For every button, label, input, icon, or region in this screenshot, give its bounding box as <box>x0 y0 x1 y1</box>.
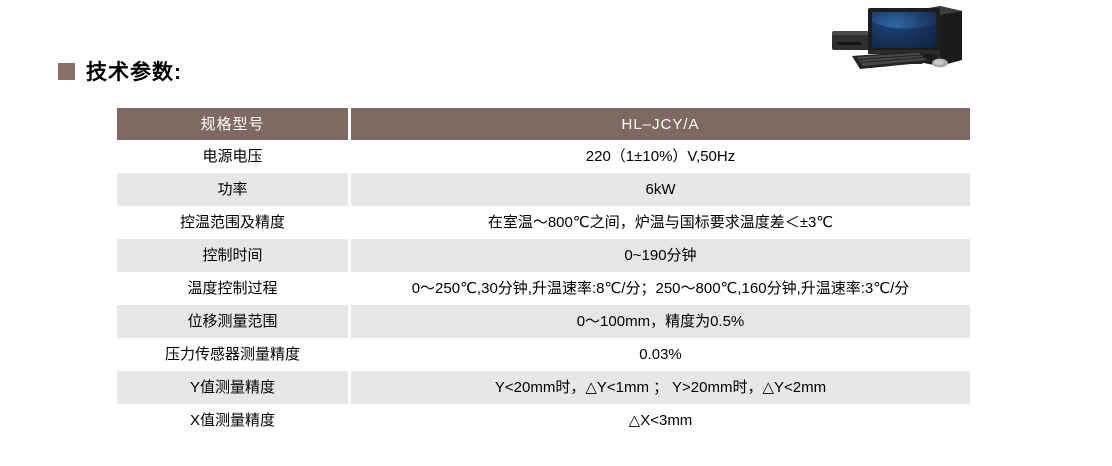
row-value: 0～250℃,30分钟,升温速率:8℃/分；250～800℃,160分钟,升温速… <box>351 272 970 305</box>
table-header-row: 规格型号 HL–JCY/A <box>117 108 970 140</box>
row-value: △X<3mm <box>351 404 970 437</box>
row-label: 位移测量范围 <box>117 305 348 338</box>
section-title: 技术参数: <box>86 61 182 84</box>
header-cell-spec-label: 规格型号 <box>117 108 348 140</box>
table-body: 电源电压 220（1±10%）V,50Hz 功率 6kW 控温范围及精度 在室温… <box>117 140 970 437</box>
row-label: X值测量精度 <box>117 404 348 437</box>
table-row: 功率 6kW <box>117 173 970 206</box>
table-row: 控温范围及精度 在室温～800℃之间，炉温与国标要求温度差＜±3℃ <box>117 206 970 239</box>
desktop-computer-illustration <box>828 0 968 70</box>
table-row: 温度控制过程 0～250℃,30分钟,升温速率:8℃/分；250～800℃,16… <box>117 272 970 305</box>
row-value: 在室温～800℃之间，炉温与国标要求温度差＜±3℃ <box>351 206 970 239</box>
row-value: Y<20mm时，△Y<1mm ； Y>20mm时，△Y<2mm <box>351 371 970 404</box>
row-value: 0~190分钟 <box>351 239 970 272</box>
row-label: 电源电压 <box>117 140 348 173</box>
spec-table: 规格型号 HL–JCY/A 电源电压 220（1±10%）V,50Hz 功率 6… <box>117 108 970 437</box>
row-label: 控制时间 <box>117 239 348 272</box>
row-value: 0.03% <box>351 338 970 371</box>
row-value: 220（1±10%）V,50Hz <box>351 140 970 173</box>
row-label: 压力传感器测量精度 <box>117 338 348 371</box>
row-label: 控温范围及精度 <box>117 206 348 239</box>
section-heading: 技术参数: <box>58 56 182 86</box>
header-cell-model-value: HL–JCY/A <box>351 108 970 140</box>
row-value: 6kW <box>351 173 970 206</box>
row-label: Y值测量精度 <box>117 371 348 404</box>
row-value: 0～100mm，精度为0.5% <box>351 305 970 338</box>
table-row: 位移测量范围 0～100mm，精度为0.5% <box>117 305 970 338</box>
table-row: 压力传感器测量精度 0.03% <box>117 338 970 371</box>
row-label: 功率 <box>117 173 348 206</box>
square-bullet-icon <box>58 62 75 80</box>
table-row: X值测量精度 △X<3mm <box>117 404 970 437</box>
table-row: Y值测量精度 Y<20mm时，△Y<1mm ； Y>20mm时，△Y<2mm <box>117 371 970 404</box>
table-row: 电源电压 220（1±10%）V,50Hz <box>117 140 970 173</box>
row-label: 温度控制过程 <box>117 272 348 305</box>
table-row: 控制时间 0~190分钟 <box>117 239 970 272</box>
computer-graphic <box>832 6 962 69</box>
